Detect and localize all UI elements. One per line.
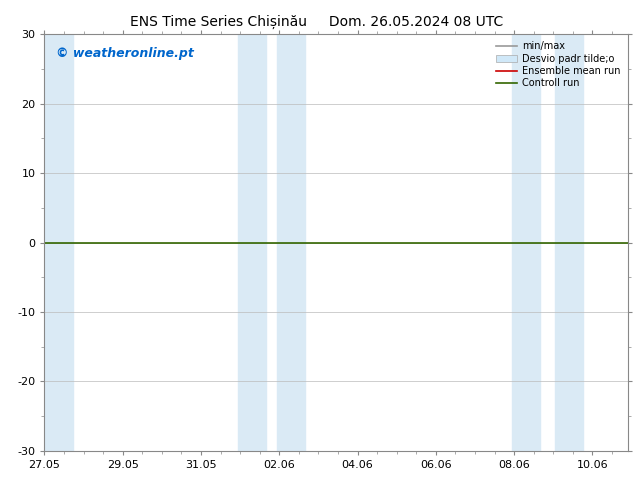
Bar (555, 34, 583, 451)
Legend: min/max, Desvio padr tilde;o, Ensemble mean run, Controll run: min/max, Desvio padr tilde;o, Ensemble m… (494, 39, 623, 90)
Bar (277, 34, 306, 451)
Bar (238, 34, 266, 451)
Bar (44, 34, 72, 451)
Text: ENS Time Series Chișinău     Dom. 26.05.2024 08 UTC: ENS Time Series Chișinău Dom. 26.05.2024… (131, 15, 503, 29)
Text: © weatheronline.pt: © weatheronline.pt (56, 47, 194, 60)
Bar (512, 34, 540, 451)
